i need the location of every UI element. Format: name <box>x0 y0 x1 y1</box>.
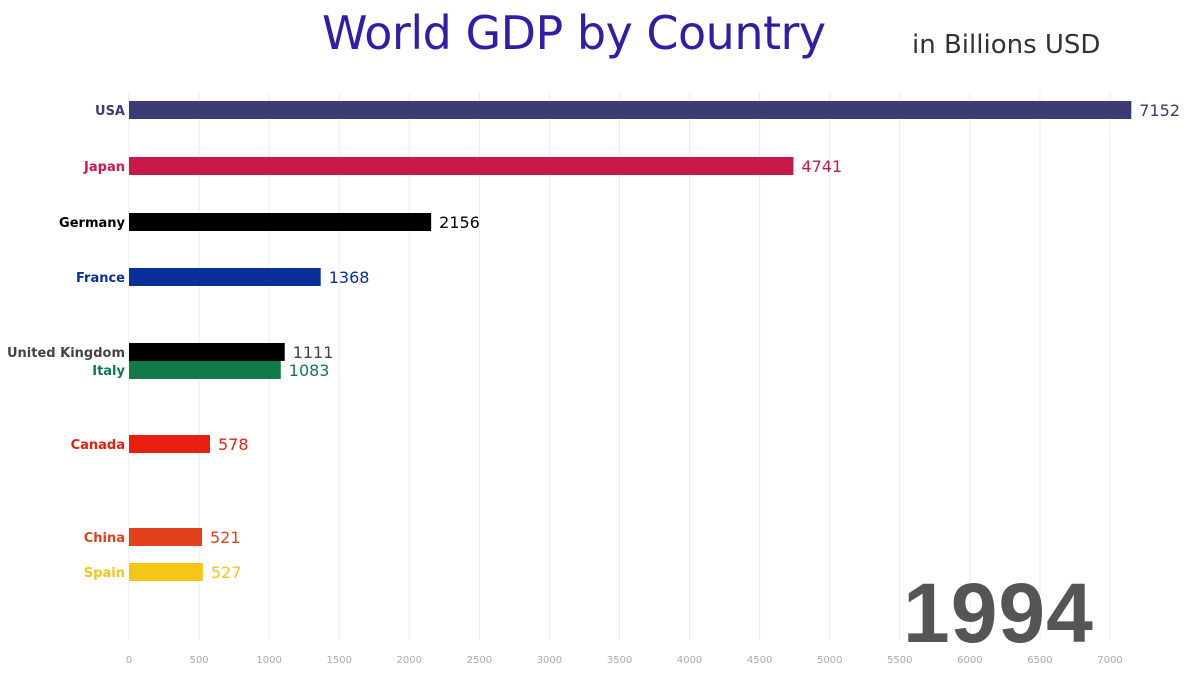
value-label: 1111 <box>293 343 334 362</box>
bar-canada <box>129 435 211 453</box>
bar-united-kingdom <box>129 343 285 361</box>
x-tick-label: 2500 <box>467 655 492 666</box>
value-label: 2156 <box>439 213 480 232</box>
bar-japan <box>129 157 794 175</box>
x-tick-label: 5500 <box>887 655 912 666</box>
x-tick-label: 5000 <box>817 655 842 666</box>
category-label: Spain <box>84 566 125 581</box>
category-label: Italy <box>92 364 125 379</box>
bar-germany <box>129 213 432 231</box>
chart-subtitle: in Billions USD <box>912 30 1101 60</box>
x-tick-label: 4500 <box>747 655 772 666</box>
value-label: 521 <box>210 528 241 547</box>
bar-china <box>129 528 203 546</box>
value-label: 527 <box>211 563 242 582</box>
value-label: 578 <box>218 435 249 454</box>
x-tick-label: 1500 <box>326 655 351 666</box>
bar-usa <box>129 101 1132 119</box>
bar-italy <box>129 361 281 379</box>
category-label: Canada <box>71 438 125 453</box>
year-label: 1994 <box>903 566 1094 660</box>
x-tick-label: 2000 <box>397 655 422 666</box>
x-tick-label: 3500 <box>607 655 632 666</box>
x-tick-label: 3000 <box>537 655 562 666</box>
value-label: 7152 <box>1139 101 1180 120</box>
x-tick-label: 6500 <box>1027 655 1052 666</box>
value-label: 1083 <box>289 361 330 380</box>
x-tick-label: 0 <box>126 655 132 666</box>
bar-spain <box>129 563 203 581</box>
grid-lines <box>128 92 1111 640</box>
x-tick-label: 4000 <box>677 655 702 666</box>
value-label: 1368 <box>329 268 370 287</box>
x-tick-label: 500 <box>190 655 209 666</box>
x-tick-label: 1000 <box>256 655 281 666</box>
category-label: USA <box>95 104 125 119</box>
value-label: 4741 <box>801 157 842 176</box>
x-tick-label: 7000 <box>1097 655 1122 666</box>
chart-title: World GDP by Country <box>322 6 826 60</box>
category-label: United Kingdom <box>7 346 125 361</box>
category-label: France <box>76 271 125 286</box>
category-label: Japan <box>83 160 125 175</box>
bar-france <box>129 268 321 286</box>
bars: USA 7152 Japan 4741 Germany 2156 France 1368 Uni… <box>7 101 1180 582</box>
category-label: Germany <box>59 216 125 231</box>
category-label: China <box>84 531 125 546</box>
x-tick-label: 6000 <box>957 655 982 666</box>
x-axis-ticks: 0 500 1000 1500 2000 2500 3000 3500 4000 4500 5000… <box>126 655 1123 666</box>
